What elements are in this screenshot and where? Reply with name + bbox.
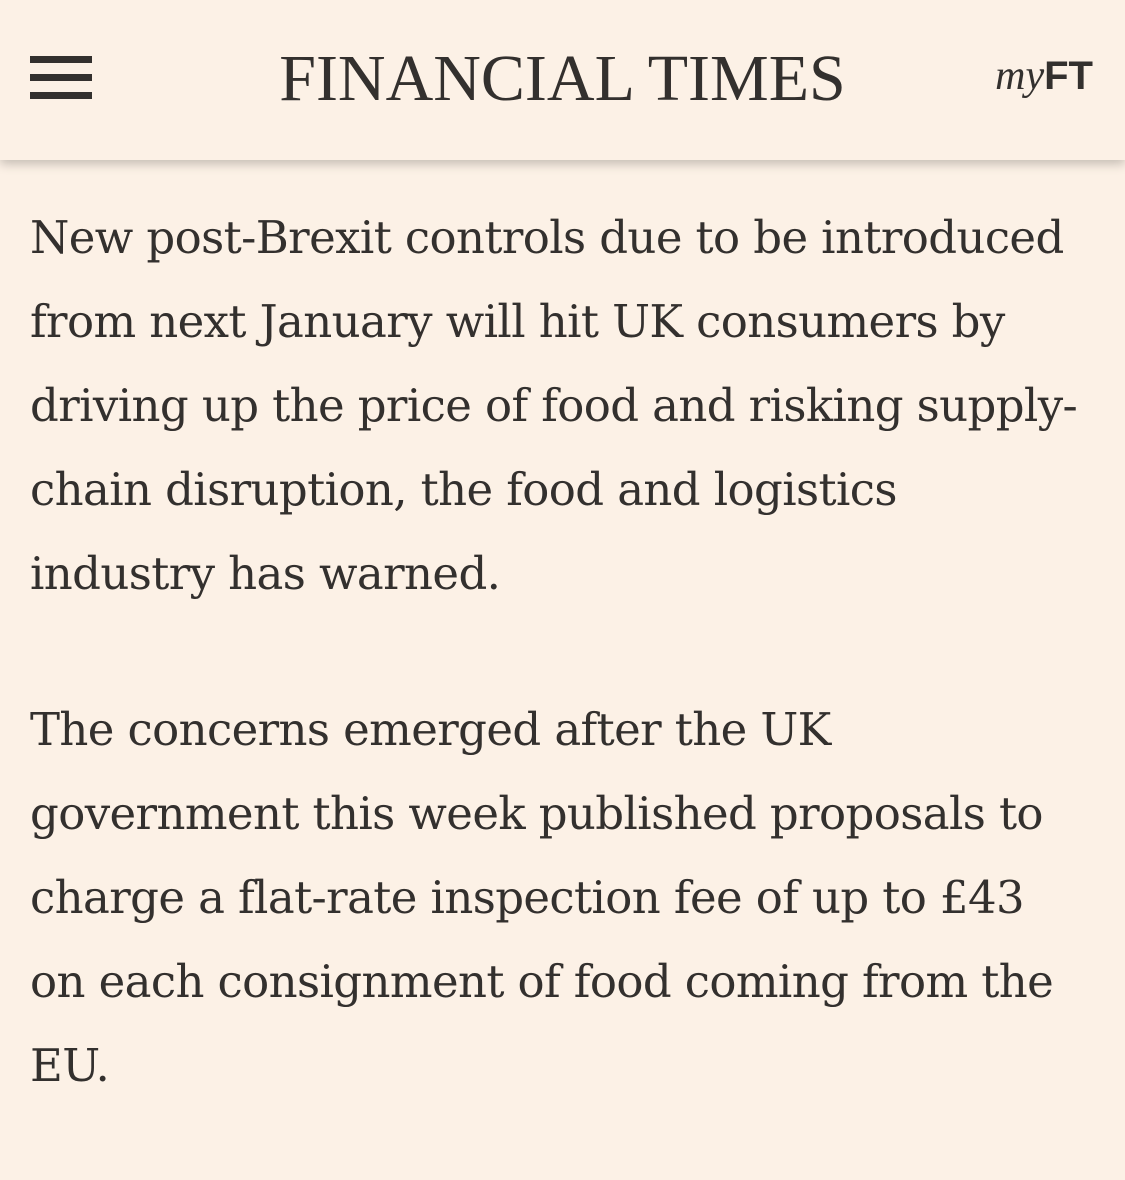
- site-header: FINANCIAL TIMES myFT: [0, 0, 1125, 160]
- myft-prefix: my: [995, 53, 1045, 99]
- menu-bar: [30, 74, 92, 81]
- menu-bar: [30, 56, 92, 63]
- hamburger-menu-icon[interactable]: [30, 54, 92, 102]
- myft-link[interactable]: myFT: [995, 52, 1093, 100]
- article-paragraph: New post-Brexit controls due to be intro…: [30, 211, 1078, 600]
- myft-suffix: FT: [1044, 54, 1093, 98]
- menu-bar: [30, 92, 92, 99]
- masthead-logo[interactable]: FINANCIAL TIMES: [279, 42, 846, 115]
- article-body: New post-Brexit controls due to be intro…: [30, 196, 1090, 1180]
- article-paragraph: The concerns emerged after the UK govern…: [30, 703, 1054, 1092]
